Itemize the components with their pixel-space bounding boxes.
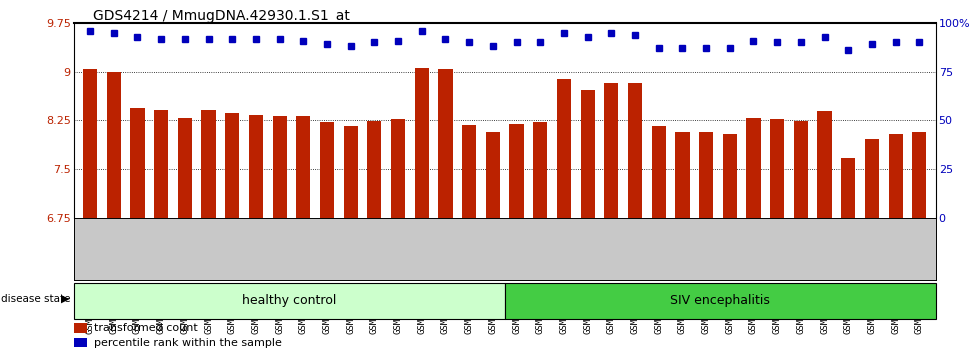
Bar: [74, 283, 505, 319]
Bar: [912, 132, 926, 218]
Bar: [652, 126, 665, 218]
Bar: [722, 134, 737, 218]
Bar: [249, 115, 263, 218]
Bar: [699, 132, 713, 218]
Bar: [368, 121, 381, 218]
Bar: [510, 124, 523, 218]
Bar: [794, 121, 808, 218]
Text: percentile rank within the sample: percentile rank within the sample: [94, 338, 282, 348]
Bar: [864, 138, 879, 218]
Bar: [225, 113, 239, 218]
Bar: [202, 110, 216, 218]
Bar: [533, 122, 548, 218]
Bar: [462, 125, 476, 218]
Text: SIV encephalitis: SIV encephalitis: [670, 295, 770, 307]
Bar: [74, 338, 87, 348]
Bar: [272, 116, 287, 218]
Bar: [83, 69, 97, 218]
Bar: [296, 116, 311, 218]
Bar: [770, 119, 784, 218]
Text: transformed count: transformed count: [94, 323, 198, 333]
Text: ▶: ▶: [61, 294, 70, 304]
Bar: [438, 69, 453, 218]
Text: GDS4214 / MmugDNA.42930.1.S1_at: GDS4214 / MmugDNA.42930.1.S1_at: [93, 9, 350, 23]
Bar: [344, 126, 358, 218]
Bar: [486, 132, 500, 218]
Text: healthy control: healthy control: [242, 295, 336, 307]
Bar: [107, 72, 121, 218]
Bar: [130, 108, 145, 218]
Bar: [319, 122, 334, 218]
Text: disease state: disease state: [1, 294, 71, 304]
Bar: [557, 79, 571, 218]
Bar: [747, 118, 760, 218]
Bar: [675, 132, 690, 218]
Bar: [628, 83, 642, 218]
Bar: [605, 83, 618, 218]
Bar: [889, 134, 903, 218]
Bar: [154, 110, 169, 218]
Bar: [391, 119, 405, 218]
Bar: [505, 283, 936, 319]
Bar: [177, 119, 192, 218]
Bar: [74, 324, 87, 333]
Bar: [841, 158, 856, 218]
Bar: [580, 90, 595, 218]
Bar: [415, 68, 429, 218]
Bar: [817, 110, 832, 218]
